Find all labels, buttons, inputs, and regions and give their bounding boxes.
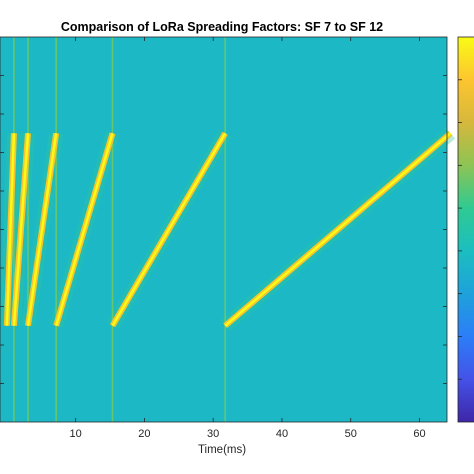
x-tick-label: 20: [138, 428, 150, 440]
x-tick-label: 60: [413, 428, 425, 440]
colorbar: [457, 36, 474, 423]
colorbar-gradient: [457, 36, 474, 423]
chirp-sf-8: [12, 133, 30, 326]
chirp-sf-12: [224, 132, 452, 327]
chirp-sf-7: [5, 133, 16, 326]
x-tick-label: 30: [207, 428, 219, 440]
spectrogram-background: [0, 37, 447, 422]
x-axis-label: Time(ms): [198, 444, 246, 456]
x-tick-label: 50: [345, 428, 357, 440]
x-axis: 10 20 30 40 50 60: [70, 37, 426, 440]
chirp-sf-9: [26, 133, 58, 326]
x-tick-label: 40: [276, 428, 288, 440]
chart-title: Comparison of LoRa Spreading Factors: SF…: [61, 20, 383, 34]
plot-area: [0, 36, 456, 423]
y-axis: [0, 75, 447, 384]
chirp-sf-11: [111, 132, 227, 327]
x-tick-label: 10: [70, 428, 82, 440]
chirp-sf-10: [54, 132, 114, 327]
